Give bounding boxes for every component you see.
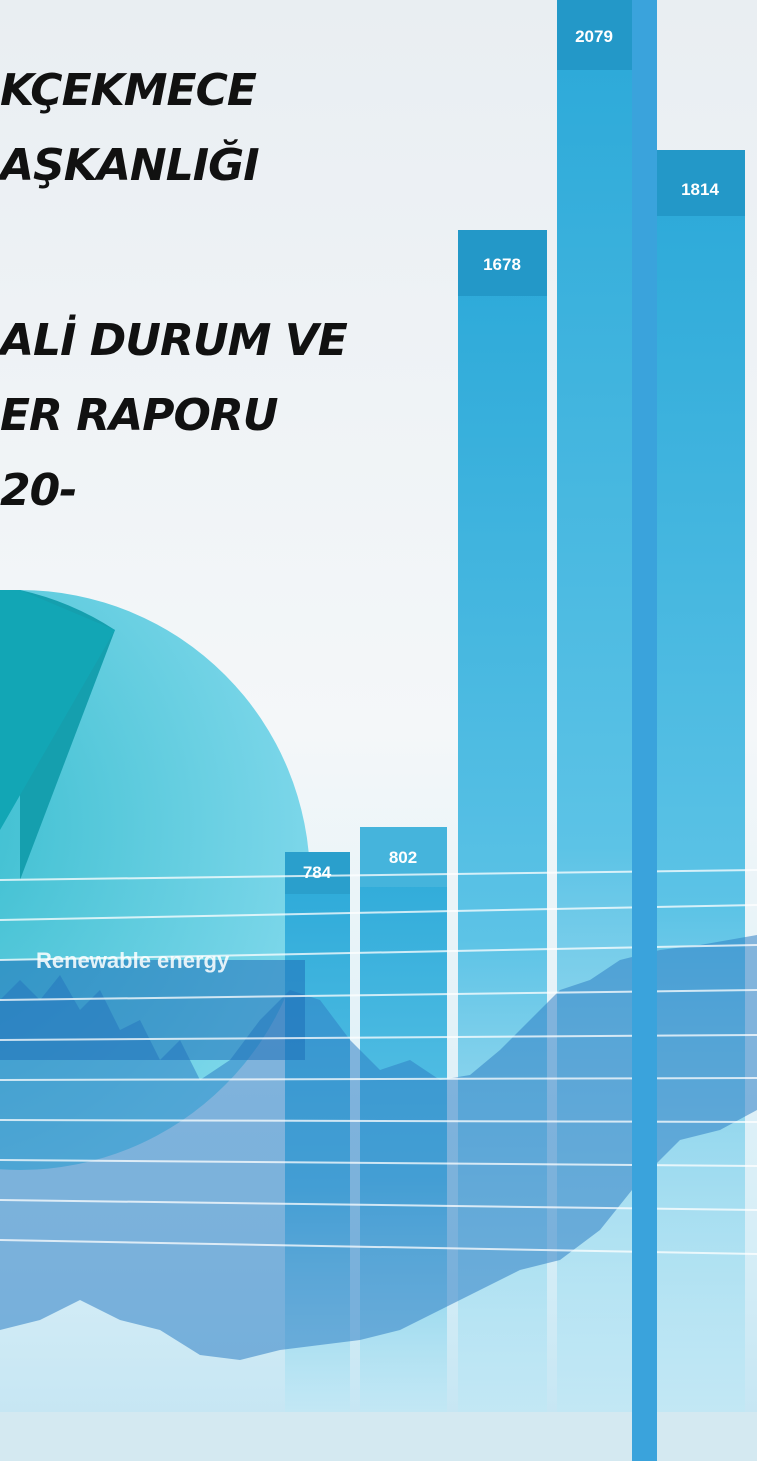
title-line: AŞKANLIĞI <box>0 138 259 191</box>
title-line: 20- <box>0 465 77 516</box>
side-strip <box>632 0 657 1461</box>
title-line: ER RAPORU <box>0 390 278 441</box>
title-line: KÇEKMECE <box>0 65 257 116</box>
bar-label: 2079 <box>575 27 613 46</box>
pie-label: Renewable energy <box>36 948 230 973</box>
bar-label: 1678 <box>483 255 521 274</box>
bar <box>657 150 745 1412</box>
bar-label: 1814 <box>681 180 719 199</box>
pie-shadow <box>0 960 305 1060</box>
bar-label: 802 <box>389 848 417 867</box>
cover: Renewable energy 784 802 1678 2079 1814 … <box>0 0 757 1461</box>
bar-label: 784 <box>303 863 332 882</box>
title-line: ALİ DURUM VE <box>0 313 348 366</box>
